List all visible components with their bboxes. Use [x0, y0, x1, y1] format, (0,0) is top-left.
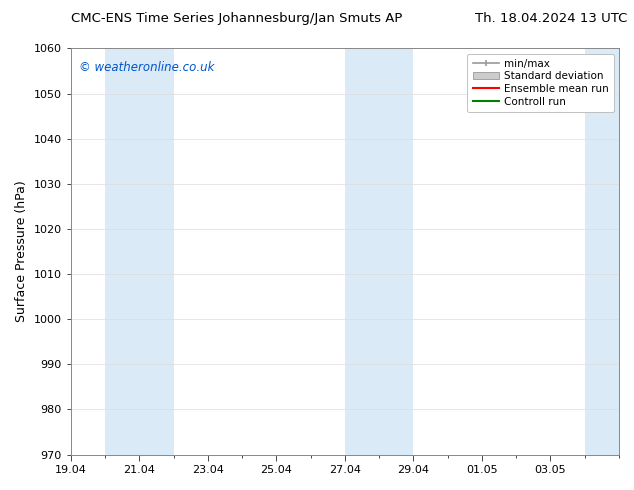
Text: Th. 18.04.2024 13 UTC: Th. 18.04.2024 13 UTC [476, 12, 628, 25]
Text: © weatheronline.co.uk: © weatheronline.co.uk [79, 61, 214, 74]
Y-axis label: Surface Pressure (hPa): Surface Pressure (hPa) [15, 181, 28, 322]
Bar [345, 49, 413, 455]
Bar [105, 49, 174, 455]
Bar [585, 49, 619, 455]
Text: CMC-ENS Time Series Johannesburg/Jan Smuts AP: CMC-ENS Time Series Johannesburg/Jan Smu… [71, 12, 402, 25]
Legend: min/max, Standard deviation, Ensemble mean run, Controll run: min/max, Standard deviation, Ensemble me… [467, 53, 614, 112]
